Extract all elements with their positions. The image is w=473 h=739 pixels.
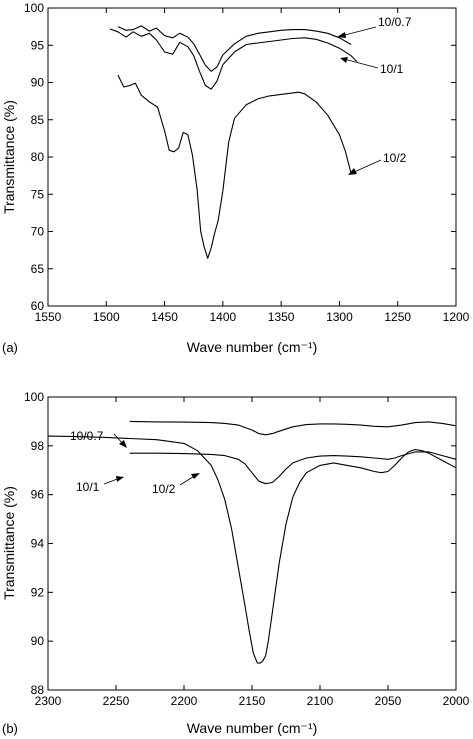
y-tick-label-b-96: 96 (31, 488, 45, 502)
x-axis-title-a: Wave number (cm⁻¹) (187, 339, 318, 355)
series-line-b-10-1 (129, 451, 457, 485)
series-label-a-10-2: 10/2 (383, 151, 407, 165)
x-tick-label-b-2200: 2200 (171, 694, 198, 708)
x-tick-label-a-1400: 1400 (210, 310, 237, 324)
x-axis-title-b: Wave number (cm⁻¹) (187, 720, 318, 736)
y-tick-label-a-85: 85 (31, 113, 45, 127)
y-axis-title-b: Transmittance (%) (1, 486, 17, 600)
series-line-a-10-0.7 (117, 25, 352, 72)
x-tick-label-a-1500: 1500 (93, 310, 120, 324)
x-tick-label-b-2100: 2100 (307, 694, 334, 708)
arrow-a-10-2 (351, 159, 382, 174)
chart-panel-b: 2300 2250 2200 2150 2100 2050 2000 88 90 92 94 96 98… (1, 390, 470, 736)
arrow-head-a-10-1 (340, 57, 348, 63)
ticks-a: 1550 1500 1450 1400 1350 1300 1250 1200 60 65 70 75… (24, 1, 470, 324)
arrow-head-b-10-2 (191, 473, 200, 479)
x-tick-label-b-2050: 2050 (375, 694, 402, 708)
x-tick-label-b-2000: 2000 (443, 694, 470, 708)
series-line-a-10-1 (109, 28, 358, 90)
y-tick-label-a-80: 80 (31, 150, 45, 164)
series-label-a-10-0.7: 10/0.7 (378, 15, 412, 29)
y-tick-label-b-88: 88 (31, 683, 45, 697)
y-tick-label-a-60: 60 (31, 299, 45, 313)
y-tick-label-a-70: 70 (31, 225, 45, 239)
y-tick-label-a-90: 90 (31, 76, 45, 90)
x-tick-label-a-1350: 1350 (268, 310, 295, 324)
curves-a (109, 25, 358, 259)
y-tick-label-a-100: 100 (24, 1, 44, 15)
panel-label-a: (a) (2, 340, 18, 355)
series-label-a-10-1: 10/1 (380, 62, 404, 76)
x-tick-label-b-2250: 2250 (103, 694, 130, 708)
arrow-head-a-10-2 (348, 168, 357, 175)
x-tick-label-a-1250: 1250 (384, 310, 411, 324)
y-tick-label-b-90: 90 (31, 634, 45, 648)
y-tick-label-b-100: 100 (24, 390, 44, 404)
series-label-b-10-2: 10/2 (152, 482, 176, 496)
chart-panel-a: 1550 1500 1450 1400 1350 1300 1250 1200 60 65 70 75… (1, 1, 470, 355)
x-tick-label-a-1450: 1450 (151, 310, 178, 324)
y-tick-label-b-98: 98 (31, 439, 45, 453)
arrow-a-10-0.7 (340, 26, 377, 37)
series-line-b-10-0.7 (129, 420, 457, 436)
curves-b (47, 420, 457, 664)
x-tick-label-a-1550: 1550 (35, 310, 62, 324)
series-label-b-10-0.7: 10/0.7 (70, 429, 104, 443)
y-axis-title-a: Transmittance (%) (1, 100, 17, 214)
y-tick-label-b-92: 92 (31, 585, 45, 599)
ticks-b: 2300 2250 2200 2150 2100 2050 2000 88 90 92 94 96 98… (24, 390, 470, 708)
x-tick-label-b-2150: 2150 (239, 694, 266, 708)
arrow-head-b-10-0.7 (119, 440, 127, 448)
x-tick-label-a-1300: 1300 (326, 310, 353, 324)
arrow-head-a-10-0.7 (337, 32, 346, 38)
x-tick-label-b-2300: 2300 (35, 694, 62, 708)
y-tick-label-a-75: 75 (31, 187, 45, 201)
panel-label-b: (b) (2, 721, 18, 736)
arrow-a-10-1 (343, 58, 379, 69)
y-tick-label-a-65: 65 (31, 262, 45, 276)
y-tick-label-b-94: 94 (31, 537, 45, 551)
x-tick-label-a-1200: 1200 (443, 310, 470, 324)
series-label-b-10-1: 10/1 (76, 480, 100, 494)
series-line-a-10-2 (117, 74, 352, 259)
arrow-head-b-10-1 (116, 476, 124, 482)
series-line-b-10-2 (47, 435, 457, 664)
y-tick-label-a-95: 95 (31, 38, 45, 52)
